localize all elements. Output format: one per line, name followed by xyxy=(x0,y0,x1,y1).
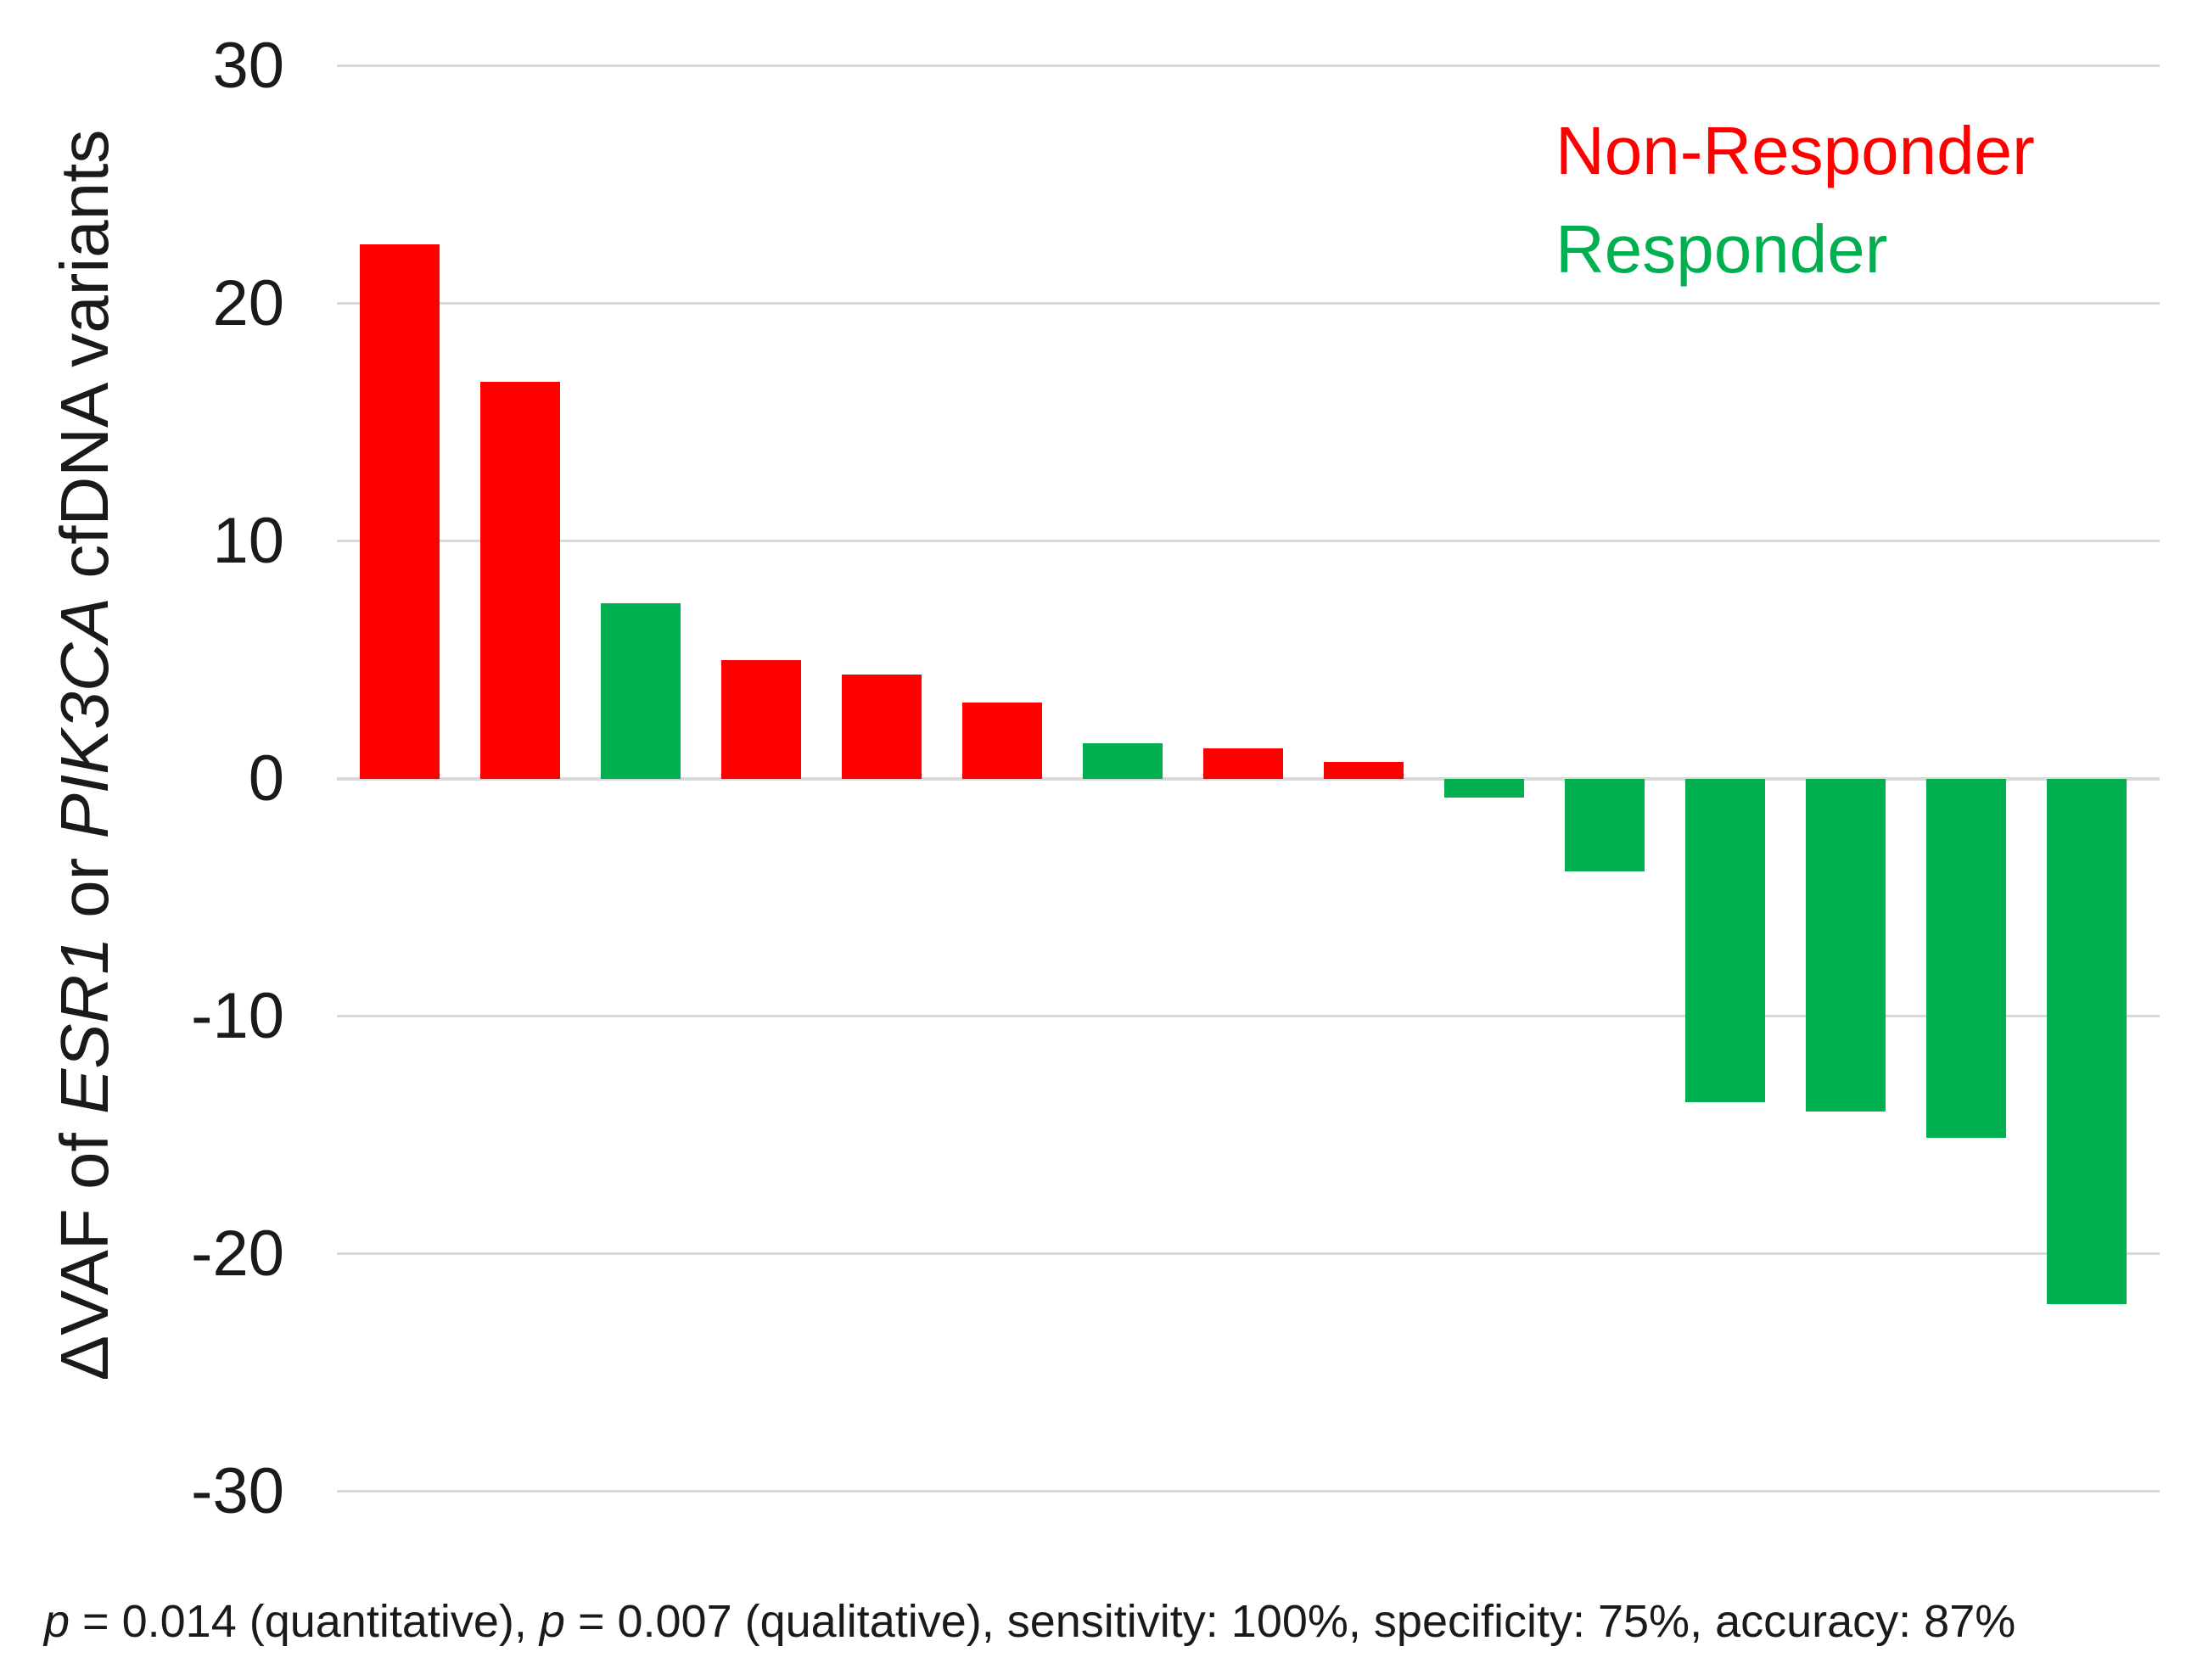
gridline xyxy=(337,540,2160,542)
plot-area xyxy=(337,64,2160,1492)
bar-responder xyxy=(601,602,681,779)
bar-responder xyxy=(2047,779,2127,1304)
bar-non-responder xyxy=(962,703,1042,779)
legend: Non-Responder Responder xyxy=(1555,102,2035,299)
p-value-symbol: p xyxy=(539,1596,565,1647)
bar-non-responder xyxy=(721,660,801,779)
bar-responder xyxy=(1806,779,1886,1112)
gridline xyxy=(337,1490,2160,1492)
bar-responder xyxy=(1685,779,1765,1102)
bar-non-responder xyxy=(1324,762,1404,779)
bar-non-responder xyxy=(1203,748,1283,779)
bar-non-responder xyxy=(360,244,440,779)
bar-non-responder xyxy=(842,674,922,779)
y-tick-label: 0 xyxy=(248,742,284,815)
gridline xyxy=(337,1015,2160,1017)
bar-responder xyxy=(1926,779,2006,1138)
y-axis-label-part2: or xyxy=(47,838,122,938)
stats-caption: p = 0.014 (quantitative), p = 0.007 (qua… xyxy=(44,1593,2015,1649)
gridline xyxy=(337,64,2160,67)
legend-item-responder: Responder xyxy=(1555,211,1888,287)
bar-responder xyxy=(1444,779,1524,798)
zero-gridline xyxy=(337,777,2160,781)
gridline xyxy=(337,302,2160,305)
y-tick-label: -20 xyxy=(191,1218,284,1290)
p-value-symbol: p xyxy=(44,1596,70,1647)
y-tick-label: -10 xyxy=(191,980,284,1052)
y-tick-label: 10 xyxy=(212,505,284,577)
caption-quantitative: = 0.014 (quantitative), xyxy=(70,1596,540,1647)
legend-item-non-responder: Non-Responder xyxy=(1555,113,2035,188)
caption-qualitative-metrics: = 0.007 (qualitative), sensitivity: 100%… xyxy=(564,1596,2016,1647)
y-tick-label: 20 xyxy=(212,267,284,339)
bar-non-responder xyxy=(480,382,560,779)
bar-responder xyxy=(1083,743,1163,779)
bar-responder xyxy=(1565,779,1645,872)
gridline xyxy=(337,1252,2160,1255)
y-tick-label: 30 xyxy=(212,30,284,102)
y-tick-label: -30 xyxy=(191,1455,284,1527)
